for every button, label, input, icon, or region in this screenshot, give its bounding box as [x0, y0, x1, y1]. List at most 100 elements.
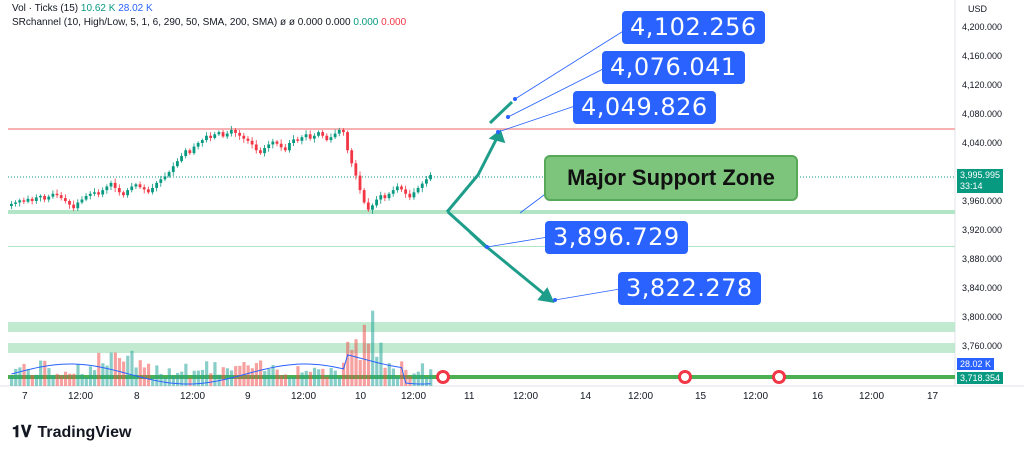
volume-bar: [333, 370, 337, 386]
volume-bar: [317, 369, 321, 386]
candle-body: [250, 140, 254, 145]
volume-bar: [171, 375, 176, 386]
candle-body: [184, 150, 188, 157]
candle-body: [312, 135, 316, 139]
candle-body: [151, 187, 154, 193]
volume-bar: [275, 369, 279, 386]
time-tick-label: 7: [22, 391, 28, 402]
candle-body: [138, 184, 142, 188]
resistance-line: [8, 128, 955, 130]
time-tick-label: 16: [812, 391, 824, 402]
candle-body: [192, 146, 196, 154]
volume-bar: [205, 361, 209, 386]
candle-body: [10, 203, 13, 207]
candle-body: [63, 198, 67, 201]
volume-bar: [346, 341, 350, 386]
candle-body: [234, 129, 237, 133]
volume-bar: [246, 365, 250, 386]
candle-body: [321, 132, 325, 136]
candle-body: [371, 205, 374, 210]
volume-bar: [176, 372, 180, 386]
volume-bar: [30, 375, 34, 386]
volume-bar: [101, 363, 105, 386]
us-flag-icon-inner: [681, 373, 689, 381]
volume-bar: [404, 369, 408, 386]
volume-legend-label: Vol · Ticks (15): [12, 3, 79, 14]
target-arrow-upper: [488, 100, 514, 125]
currency-label[interactable]: USD: [968, 4, 988, 14]
candle-body: [346, 132, 349, 151]
srchannel-legend-green: 0.000: [353, 17, 379, 28]
candlesticks: [10, 125, 432, 214]
candle-body: [188, 150, 192, 154]
volume-bar: [337, 377, 342, 386]
target-price-box-2: 4,076.041: [602, 51, 745, 84]
time-tick-label: 12:00: [743, 391, 769, 402]
volume-bar: [105, 365, 109, 386]
volume-bar: [271, 365, 275, 386]
price-tick-label: 3,760.000: [962, 341, 1003, 351]
volume-bar: [234, 366, 238, 386]
candle-body: [337, 129, 341, 134]
volume-legend[interactable]: Vol · Ticks (15) 10.62 K 28.02 K: [12, 3, 153, 14]
candle-body: [325, 135, 329, 141]
price-axis[interactable]: [955, 0, 1024, 386]
volume-bar: [72, 373, 76, 386]
candle-body: [296, 139, 300, 141]
candle-body: [379, 195, 383, 200]
event-flags[interactable]: [436, 370, 786, 384]
candle-body: [254, 144, 258, 151]
volume-bar: [22, 363, 26, 386]
srchannel-legend[interactable]: SRchannel (10, High/Low, 5, 1, 6, 290, 5…: [12, 17, 406, 28]
volume-bar: [84, 377, 88, 386]
volume-bar: [221, 367, 225, 386]
target-connectors: [486, 29, 626, 301]
candle-body: [333, 133, 337, 138]
price-tick-label: 3,920.000: [962, 225, 1003, 235]
candle-body: [267, 144, 271, 149]
time-tick-label: 15: [695, 391, 707, 402]
major-support-zone-label: Major Support Zone: [544, 155, 798, 201]
volume-bar: [267, 368, 271, 386]
candle-body: [271, 141, 275, 145]
volume-bar: [146, 363, 151, 386]
volume-bar: [400, 361, 404, 386]
volume-bar: [59, 375, 63, 386]
volume-bar: [196, 370, 200, 386]
connector-3: [497, 105, 576, 133]
candle-body: [105, 186, 109, 191]
volume-bar: [39, 360, 43, 386]
candle-body: [242, 135, 246, 139]
volume-bar: [312, 367, 317, 386]
volume-bar: [93, 370, 97, 386]
candle-body: [221, 132, 225, 137]
candle-body: [238, 132, 242, 136]
volume-bar: [225, 368, 229, 386]
candle-body: [167, 172, 171, 177]
price-tick-label: 4,200.000: [962, 22, 1003, 32]
candle-body: [408, 193, 412, 198]
volume-bar: [383, 367, 387, 386]
candle-body: [395, 186, 399, 191]
candle-body: [117, 187, 121, 193]
candle-body: [176, 161, 179, 167]
volume-bar: [375, 356, 379, 386]
volume-bar: [379, 342, 383, 386]
time-tick-label: 12:00: [291, 391, 317, 402]
volume-bar: [88, 366, 93, 386]
candle-body: [26, 198, 30, 202]
bar-countdown: 33:14: [960, 181, 983, 191]
volume-bar: [292, 377, 296, 386]
candle-body: [200, 140, 204, 143]
tradingview-logo[interactable]: 𝟏𝐕 TradingView: [12, 424, 131, 442]
candle-body: [292, 139, 295, 143]
srchannel-legend-label: SRchannel (10, High/Low, 5, 1, 6, 290, 5…: [12, 17, 278, 28]
volume-bar: [259, 360, 263, 386]
volume-bar: [26, 369, 30, 386]
candle-body: [59, 195, 63, 199]
candle-body: [51, 193, 55, 197]
candle-body: [76, 202, 80, 209]
candle-body: [39, 195, 42, 198]
candle-body: [342, 129, 345, 133]
